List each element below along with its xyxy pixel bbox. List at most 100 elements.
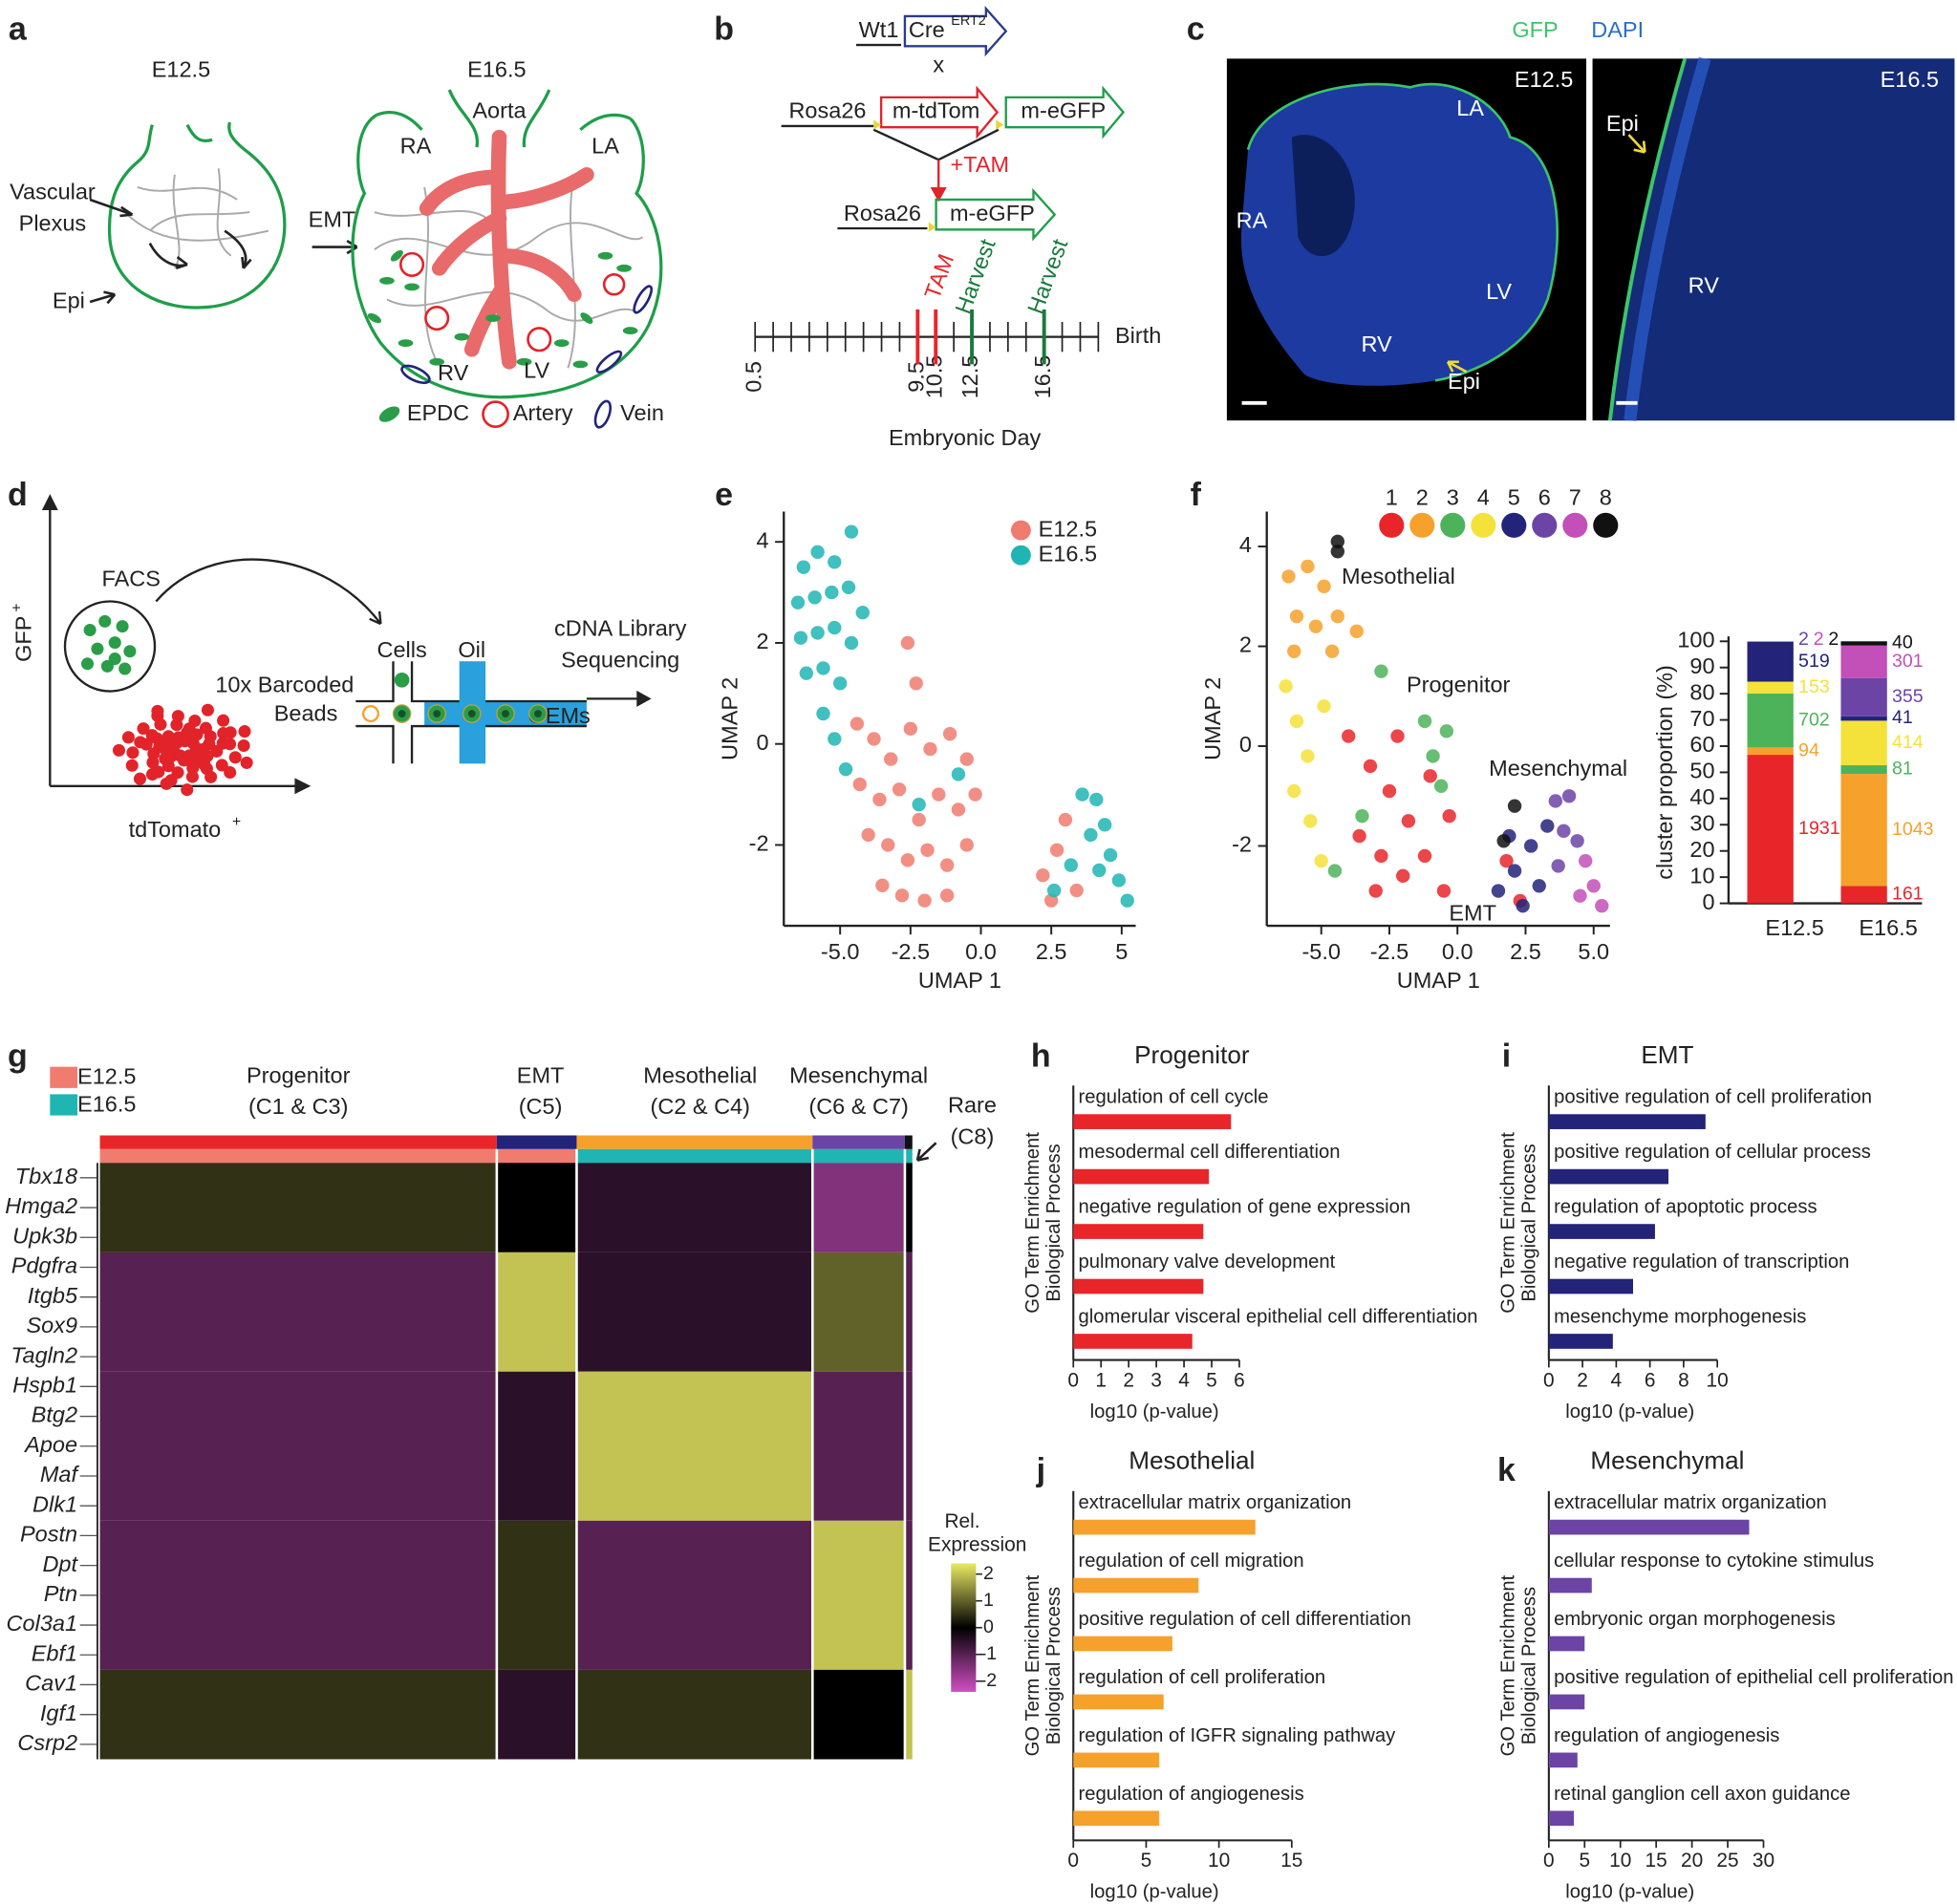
y-tick-label: 90 (1689, 653, 1714, 678)
legend-label: E16.5 (77, 1091, 136, 1116)
x-tick-label: 3 (1151, 1369, 1162, 1391)
point (968, 787, 982, 802)
point (1417, 714, 1432, 729)
sample-bar (812, 1148, 905, 1164)
panel-label: i (1502, 1038, 1511, 1074)
term-label: pulmonary valve development (1078, 1252, 1335, 1273)
chart-title: Progenitor (1134, 1040, 1250, 1069)
point (1279, 679, 1293, 694)
bar (1073, 1636, 1172, 1652)
x-axis-label: UMAP 1 (1397, 968, 1480, 993)
gene-label: Pdgfra (11, 1253, 77, 1278)
point (959, 752, 974, 766)
y-tick-label: -2 (749, 831, 769, 856)
legend-swatch (1532, 512, 1558, 538)
tdtomato-cell (190, 728, 204, 741)
point (1097, 818, 1112, 832)
point (1579, 853, 1593, 868)
annotation: Mesothelial (1342, 564, 1455, 588)
bar (1073, 1752, 1160, 1768)
gfp-cell (123, 645, 137, 658)
label: E12.5 (1515, 67, 1573, 92)
point (1507, 799, 1522, 813)
y-tick-label: 2 (757, 629, 769, 653)
heat-cell (904, 1371, 913, 1521)
x-tick-label: 2 (1577, 1369, 1588, 1391)
segment-label: EMT (517, 1062, 565, 1087)
gene-label: Itgb5 (28, 1283, 78, 1308)
x-tick-label: -5.0 (821, 939, 859, 964)
point (825, 585, 839, 600)
tdtomato-cell (170, 718, 183, 732)
bar-segment (1840, 720, 1887, 766)
gene-label: Sox9 (26, 1313, 77, 1337)
colorbar-tick-label: 2 (983, 1563, 994, 1584)
point (1330, 534, 1344, 548)
label: LA (1456, 96, 1484, 120)
y-tick-label: 0 (1702, 889, 1714, 914)
bead-core (467, 710, 476, 717)
point (861, 827, 875, 843)
point (1327, 864, 1343, 878)
tdtomato-cell (171, 766, 184, 780)
gene-label: Col3a1 (7, 1611, 77, 1636)
count-label: 2 (1814, 629, 1824, 650)
point (909, 676, 923, 691)
gene-label: Upk3b (12, 1223, 77, 1248)
label: + (232, 814, 241, 830)
gfp-cell (91, 642, 104, 655)
segment-label: Mesothelial (643, 1062, 757, 1087)
timeline-tick-label: 9.5 (904, 361, 929, 393)
point (828, 555, 842, 569)
stage-label: E16.5 (467, 57, 526, 82)
term-label: regulation of angiogenesis (1078, 1784, 1303, 1805)
count-label: 702 (1798, 709, 1830, 730)
annotation: EMT (1449, 901, 1496, 926)
x-tick-label: 8 (1678, 1369, 1689, 1391)
point (1401, 814, 1416, 828)
chamber-label: RA (400, 133, 432, 158)
bar (1548, 1810, 1575, 1827)
bar-segment (1747, 755, 1794, 904)
panel-label: a (9, 11, 28, 48)
x-tick-label: 4 (1178, 1369, 1190, 1391)
legend-label: 2 (1416, 485, 1429, 510)
count-label: 153 (1798, 676, 1830, 697)
tdtomato-cell (173, 749, 187, 762)
bar (1548, 1636, 1585, 1652)
heat-cell (496, 1252, 577, 1372)
x-tick-label: 0 (1067, 1369, 1079, 1391)
cluster-bar (99, 1135, 497, 1149)
x-tick-label: 15 (1280, 1850, 1302, 1872)
label: RV (1362, 332, 1393, 356)
heat-cell (99, 1163, 497, 1252)
tdtomato-cell (133, 772, 147, 785)
y-tick-label: 4 (1239, 532, 1252, 557)
gene-label: Hspb1 (12, 1373, 77, 1398)
term-label: regulation of IGFR signaling pathway (1078, 1725, 1396, 1746)
y-axis-label: Biological Process (1519, 1587, 1540, 1744)
point (942, 726, 957, 741)
point (1303, 814, 1318, 828)
bar (1073, 1519, 1256, 1535)
y-tick-label: 40 (1689, 784, 1714, 809)
point (1586, 879, 1601, 893)
legend-label: 4 (1477, 485, 1490, 510)
label: FACS (102, 567, 161, 591)
y-tick-label: 100 (1677, 628, 1714, 652)
bar-segment (1840, 677, 1887, 717)
point (810, 545, 825, 559)
event-label: Harvest (951, 235, 1000, 316)
point (1439, 724, 1454, 738)
point (1301, 749, 1315, 763)
point (1046, 883, 1062, 898)
label: m-tdTom (892, 98, 979, 123)
tdtomato-cell (170, 737, 183, 750)
term-label: positive regulation of cell proliferatio… (1554, 1087, 1872, 1108)
legend-swatch (1409, 512, 1435, 538)
bar (1548, 1278, 1634, 1294)
x-tick-label: 0.0 (1442, 939, 1473, 964)
bead-core (502, 710, 509, 717)
tdtomato-cell (134, 736, 147, 749)
heat-cell (99, 1669, 497, 1760)
